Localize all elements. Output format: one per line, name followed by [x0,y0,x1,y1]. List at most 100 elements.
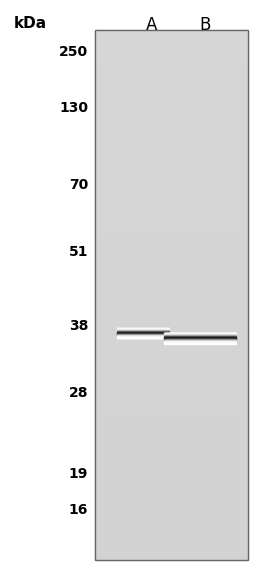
Bar [95,404,248,406]
Bar [95,367,248,369]
Bar [95,374,248,376]
Bar [95,343,248,344]
Bar [95,300,248,302]
Bar [95,318,248,320]
Bar [95,191,248,192]
Bar [95,86,248,88]
Bar [95,40,248,43]
Bar [95,555,248,556]
Bar [95,58,248,60]
Bar [95,468,248,470]
Bar [95,162,248,164]
Bar [95,389,248,391]
Bar [95,159,248,161]
Bar [95,78,248,79]
Bar [95,127,248,129]
Bar [95,505,248,507]
Bar [95,226,248,228]
Bar [95,104,248,106]
Bar [95,543,248,544]
Bar [95,309,248,311]
Bar [95,498,248,500]
Bar [95,293,248,295]
Bar [95,131,248,132]
Bar [95,414,248,415]
Bar [95,417,248,419]
Bar [95,169,248,171]
Bar [95,262,248,263]
Bar [95,452,248,454]
Bar [95,447,248,449]
Bar [95,272,248,274]
Bar [95,249,248,251]
Bar [95,48,248,50]
Bar [95,361,248,362]
Bar [95,406,248,408]
Bar [95,30,248,560]
Bar [95,202,248,203]
Bar [95,97,248,99]
Bar [95,67,248,69]
Bar [95,46,248,48]
Bar [95,63,248,65]
Bar [95,369,248,371]
Bar [95,339,248,341]
Bar [95,99,248,101]
Bar [95,164,248,166]
Bar [95,147,248,149]
Bar [95,366,248,367]
Bar [95,73,248,74]
Bar [95,338,248,339]
Bar [95,325,248,327]
Bar [95,500,248,502]
Bar [95,535,248,537]
Bar [95,166,248,168]
Bar [95,480,248,482]
Bar [95,384,248,385]
Bar [95,237,248,238]
Bar [95,344,248,346]
Bar [95,43,248,44]
Bar [95,265,248,267]
Bar [95,334,248,336]
Text: 130: 130 [59,101,88,115]
Bar [95,546,248,548]
Bar [95,139,248,141]
Bar [95,394,248,396]
Text: 51: 51 [69,245,88,259]
Bar [95,540,248,543]
Bar [95,378,248,380]
Bar [95,124,248,126]
Bar [95,222,248,224]
Bar [95,180,248,182]
Text: 16: 16 [69,503,88,517]
Bar [95,118,248,120]
Bar [95,556,248,558]
Bar [95,461,248,463]
Bar [95,523,248,525]
Bar [95,90,248,92]
Bar [95,503,248,505]
Bar [95,69,248,71]
Bar [95,450,248,452]
Bar [95,35,248,37]
Bar [95,260,248,262]
Bar [95,422,248,424]
Bar [95,212,248,214]
Bar [95,558,248,560]
Bar [95,528,248,530]
Bar [95,320,248,321]
Bar [95,442,248,444]
Bar [95,101,248,103]
Bar [95,56,248,58]
Bar [95,258,248,260]
Bar [95,467,248,468]
Bar [95,355,248,357]
Bar [95,251,248,253]
Bar [95,465,248,467]
Bar [95,210,248,212]
Bar [95,122,248,124]
Bar [95,427,248,429]
Bar [95,454,248,456]
Bar [95,194,248,196]
